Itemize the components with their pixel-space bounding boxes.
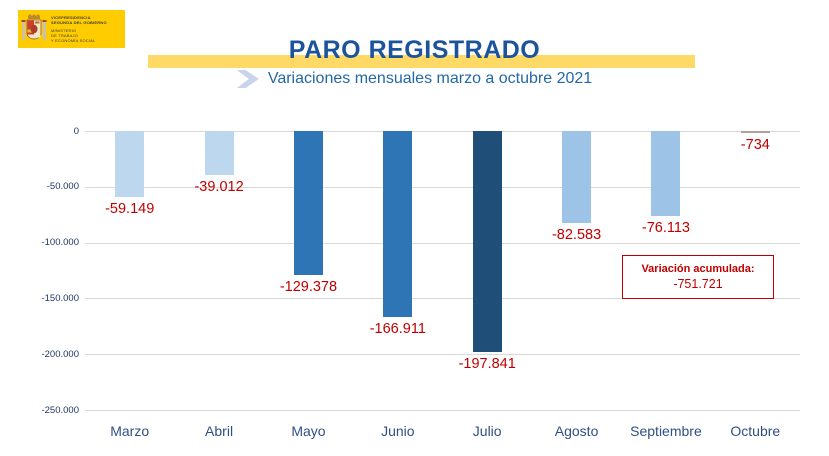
spain-government-logo: VICEPRESIDENCIA SEGUNDA DEL GOBIERNO MIN…: [18, 10, 125, 48]
x-axis-label-junio: Junio: [381, 423, 415, 439]
bar-septiembre: [651, 131, 681, 216]
bar-junio: [383, 131, 413, 318]
logo-ministry-line-3: Y ECONOMÍA SOCIAL: [51, 38, 96, 43]
gridline--250.000: [85, 410, 800, 411]
bar-value-septiembre: -76.113: [641, 219, 690, 236]
x-axis-label-mayo: Mayo: [291, 423, 326, 439]
logo-entity-line-1: VICEPRESIDENCIA: [51, 15, 91, 20]
bar-julio: [472, 131, 502, 352]
bar-value-agosto: -82.583: [551, 227, 602, 244]
gridline--50.000: [85, 186, 800, 188]
gridline--150.000: [85, 298, 800, 300]
y-axis-label: 0: [73, 125, 79, 137]
y-axis-label: -50.000: [46, 181, 79, 193]
bar-abril: [204, 131, 234, 175]
bar-value-octubre: -734: [740, 137, 770, 153]
gridline-0: [85, 131, 800, 132]
accumulated-variation-value: -751.721: [673, 277, 723, 291]
bar-marzo: [115, 131, 145, 197]
chevron-right-icon: [236, 70, 259, 88]
page-subtitle: Variaciones mensuales marzo a octubre 20…: [267, 70, 593, 87]
accumulated-variation-box: Variación acumulada: -751.721: [622, 255, 774, 299]
bar-value-junio: -166.911: [369, 321, 426, 338]
gridline--100.000: [85, 242, 800, 244]
y-axis-label: -250.000: [41, 404, 79, 416]
x-axis-label-julio: Julio: [472, 423, 502, 439]
subtitle-row: Variaciones mensuales marzo a octubre 20…: [0, 70, 829, 88]
accumulated-variation-label: Variación acumulada:: [641, 263, 755, 275]
title-highlight-band: [148, 55, 695, 68]
x-axis-label-abril: Abril: [205, 423, 234, 439]
logo-ministry-line-1: MINISTERIO: [51, 28, 77, 33]
gridline--200.000: [85, 354, 800, 356]
bar-value-abril: -39.012: [194, 178, 244, 195]
x-axis-label-octubre: Octubre: [730, 423, 781, 439]
y-axis-label: -200.000: [41, 348, 79, 360]
bar-mayo: [293, 131, 323, 276]
x-axis-label-marzo: Marzo: [110, 423, 150, 439]
logo-ministry-line-2: DE TRABAJO: [51, 33, 79, 38]
bar-value-julio: -197.841: [458, 355, 516, 372]
bar-value-marzo: -59.149: [105, 201, 155, 217]
spain-coat-of-arms-icon: [21, 14, 47, 40]
bar-value-mayo: -129.378: [279, 279, 338, 296]
page-title: PARO REGISTRADO: [288, 36, 541, 64]
x-axis-label-agosto: Agosto: [554, 423, 599, 439]
y-axis-label: -150.000: [41, 292, 79, 304]
logo-text: VICEPRESIDENCIA SEGUNDA DEL GOBIERNO MIN…: [51, 15, 107, 43]
y-axis-label: -100.000: [41, 237, 79, 249]
bar-octubre: [740, 131, 770, 133]
bar-agosto: [562, 131, 592, 224]
logo-entity-line-2: SEGUNDA DEL GOBIERNO: [51, 20, 107, 25]
x-axis-label-septiembre: Septiembre: [630, 423, 702, 439]
